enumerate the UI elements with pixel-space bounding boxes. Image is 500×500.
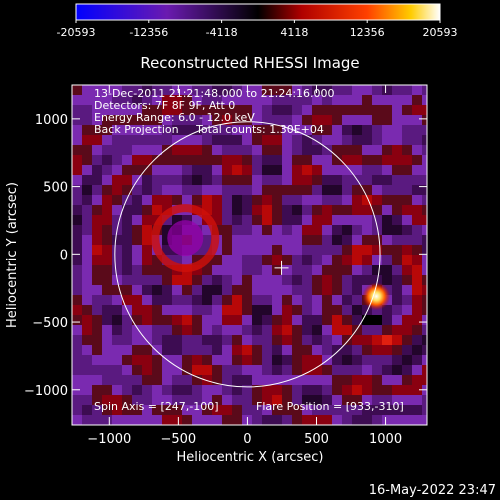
x-tick-label: −500 xyxy=(161,432,197,447)
chart-title: Reconstructed RHESSI Image xyxy=(140,54,359,72)
x-axis-label: Heliocentric X (arcsec) xyxy=(177,450,324,465)
colorbar-tick-label: -20593 xyxy=(57,26,96,39)
x-tick-label: 0 xyxy=(243,432,251,447)
x-axis-ticks: −1000 −500 0 500 1000 xyxy=(87,85,402,447)
y-tick-label: −1000 xyxy=(24,384,68,399)
dark-source xyxy=(167,220,204,257)
x-tick-label: 1000 xyxy=(369,432,402,447)
x-tick-label: 500 xyxy=(304,432,329,447)
colorbar-tick-label: 4118 xyxy=(280,26,308,39)
y-axis-ticks: −1000 −500 0 500 1000 xyxy=(24,113,427,399)
map-center-marker xyxy=(274,260,289,275)
colorbar-tick-label: -4118 xyxy=(206,26,238,39)
y-tick-label: −500 xyxy=(32,316,68,331)
image-plot xyxy=(72,85,427,425)
annotation-line: Energy Range: 6.0 - 12.0 keV xyxy=(94,111,255,124)
colorbar-ticks xyxy=(75,20,441,23)
colorbar-tick-label: 20593 xyxy=(423,26,458,39)
annotation-line: 13-Dec-2011 21:21:48.000 to 21:24:16.000 xyxy=(94,87,335,100)
colorbar-tick-label: -12356 xyxy=(129,26,168,39)
x-tick-label: −1000 xyxy=(87,432,131,447)
y-tick-label: 500 xyxy=(43,181,68,196)
timestamp: 16-May-2022 23:47 xyxy=(369,483,496,498)
annotation-line: Back Projection Total counts: 1.30E+04 xyxy=(94,123,324,136)
plot-frame xyxy=(71,84,428,426)
colorbar-tick-labels: -20593 -12356 -4118 4118 12356 20593 xyxy=(57,26,458,39)
spin-axis-label: Spin Axis = [247,-100] xyxy=(94,400,219,413)
flare-position-label: Flare Position = [933,-310] xyxy=(256,400,404,413)
annotation-line: Detectors: 7F 8F 9F, Att 0 xyxy=(94,99,235,112)
y-tick-label: 1000 xyxy=(35,113,68,128)
colorbar xyxy=(75,3,441,21)
solar-limb-circle xyxy=(114,121,381,388)
y-axis-label: Heliocentric Y (arcsec) xyxy=(5,182,20,328)
colorbar-tick-label: 12356 xyxy=(350,26,385,39)
y-tick-label: 0 xyxy=(60,248,68,263)
annotation-block: 13-Dec-2011 21:21:48.000 to 21:24:16.000… xyxy=(94,87,335,136)
flare-source xyxy=(362,282,391,311)
